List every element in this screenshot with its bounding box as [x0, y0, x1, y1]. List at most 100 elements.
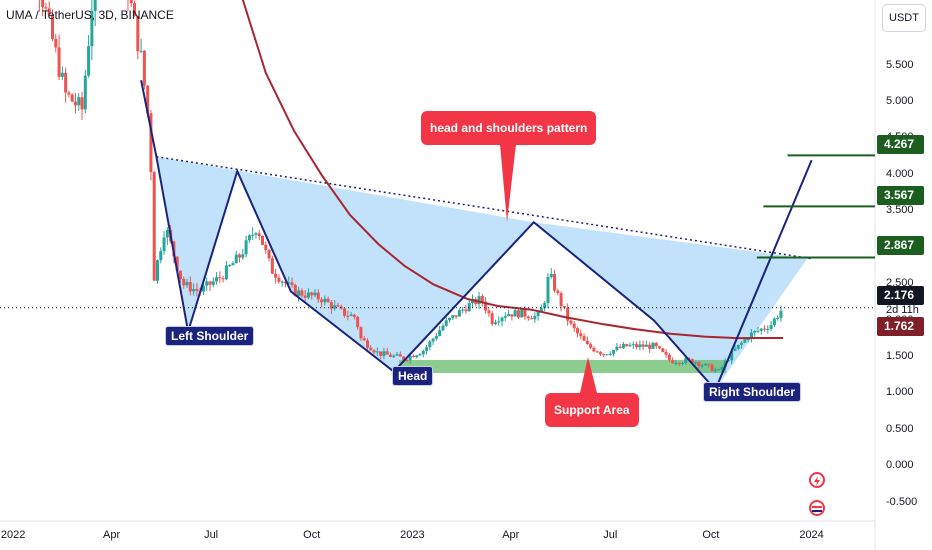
support-area-callout: Support Area: [545, 393, 639, 427]
candle-body: [251, 234, 255, 236]
pattern-fill: [156, 156, 808, 390]
candle-body: [743, 339, 747, 343]
candle-body: [418, 354, 422, 356]
candle-body: [356, 316, 360, 328]
lightning-icon[interactable]: [809, 472, 825, 488]
candle-body: [54, 38, 58, 48]
candle-body: [359, 327, 363, 339]
candle-body: [451, 315, 455, 319]
candle-body: [162, 237, 166, 252]
candle-body: [618, 346, 622, 348]
candle-body: [241, 254, 245, 258]
candle-body: [300, 290, 304, 296]
candle-body: [621, 344, 625, 348]
target-price-tag-1: 4.267: [877, 135, 924, 154]
candle-body: [274, 273, 278, 278]
candle-body: [215, 277, 219, 282]
candle-body: [523, 309, 527, 317]
candle-body: [467, 303, 471, 312]
candle-body: [520, 309, 524, 318]
candle-body: [270, 258, 274, 274]
candle-body: [615, 346, 619, 351]
candle-body: [694, 362, 698, 364]
candle-body: [700, 365, 704, 367]
candle-body: [182, 278, 186, 286]
x-tick-label: 2022: [0, 529, 26, 541]
candle-body: [238, 254, 242, 258]
candle-body: [464, 309, 468, 312]
candle-body: [746, 338, 750, 340]
candle-body: [425, 347, 429, 351]
candle-body: [503, 316, 507, 318]
candle-body: [73, 101, 77, 106]
candle-body: [152, 172, 156, 281]
head-label: Head: [392, 366, 434, 386]
candle-body: [47, 8, 51, 15]
candle-body: [543, 302, 547, 309]
candle-body: [697, 362, 701, 366]
candle-body: [159, 251, 163, 261]
candle-body: [661, 348, 665, 353]
last-price-tag: 2.176: [877, 286, 924, 305]
candle-body: [306, 292, 310, 298]
candle-body: [671, 359, 675, 364]
candle-body: [553, 274, 557, 291]
candle-body: [221, 278, 225, 280]
currency-button[interactable]: USDT: [882, 4, 926, 32]
candle-body: [388, 354, 392, 357]
candle-body: [592, 347, 596, 352]
candle-body: [133, 3, 137, 17]
candle-body: [310, 292, 314, 296]
candle-body: [408, 355, 412, 361]
candle-body: [562, 306, 566, 308]
candle-body: [684, 358, 688, 363]
y-tick-label: 5.000: [886, 95, 914, 107]
candle-body: [67, 92, 71, 95]
candle-body: [352, 314, 356, 317]
candle-body: [487, 310, 491, 314]
candle-body: [431, 338, 435, 342]
flag-icon[interactable]: [809, 500, 825, 516]
candle-body: [438, 330, 442, 336]
candle-body: [195, 289, 199, 291]
candle-body: [546, 277, 550, 303]
candle-body: [713, 369, 717, 372]
candle-body: [461, 309, 465, 311]
candle-body: [530, 318, 534, 320]
candle-body: [513, 310, 517, 317]
candle-body: [533, 315, 537, 320]
candle-body: [605, 354, 609, 356]
y-tick-label: 1.000: [886, 386, 914, 399]
left-shoulder-label: Left Shoulder: [165, 326, 255, 346]
y-tick-label: 0.000: [886, 459, 914, 472]
y-tick-label: -0.500: [886, 495, 918, 508]
candle-body: [395, 354, 399, 356]
candle-body: [654, 342, 658, 347]
candle-body: [490, 313, 494, 324]
candle-body: [385, 351, 389, 355]
candle-body: [579, 333, 583, 337]
candle-body: [244, 240, 248, 255]
candle-body: [333, 305, 337, 309]
candle-body: [70, 94, 74, 102]
candle-body: [493, 322, 497, 324]
candle-body: [224, 265, 228, 280]
candle-body: [736, 344, 740, 349]
candle-body: [156, 260, 159, 281]
candle-body: [448, 318, 452, 321]
candle-body: [585, 340, 589, 345]
candle-body: [77, 97, 81, 106]
candle-body: [572, 323, 576, 329]
candle-body: [733, 348, 737, 351]
candle-body: [297, 290, 301, 296]
candle-body: [343, 308, 347, 316]
candle-body: [500, 317, 504, 322]
candle-body: [41, 0, 45, 8]
candle-body: [766, 329, 770, 331]
candle-body: [703, 363, 707, 366]
candle-body: [146, 85, 150, 114]
candle-body: [405, 359, 409, 361]
candle-body: [480, 296, 484, 302]
